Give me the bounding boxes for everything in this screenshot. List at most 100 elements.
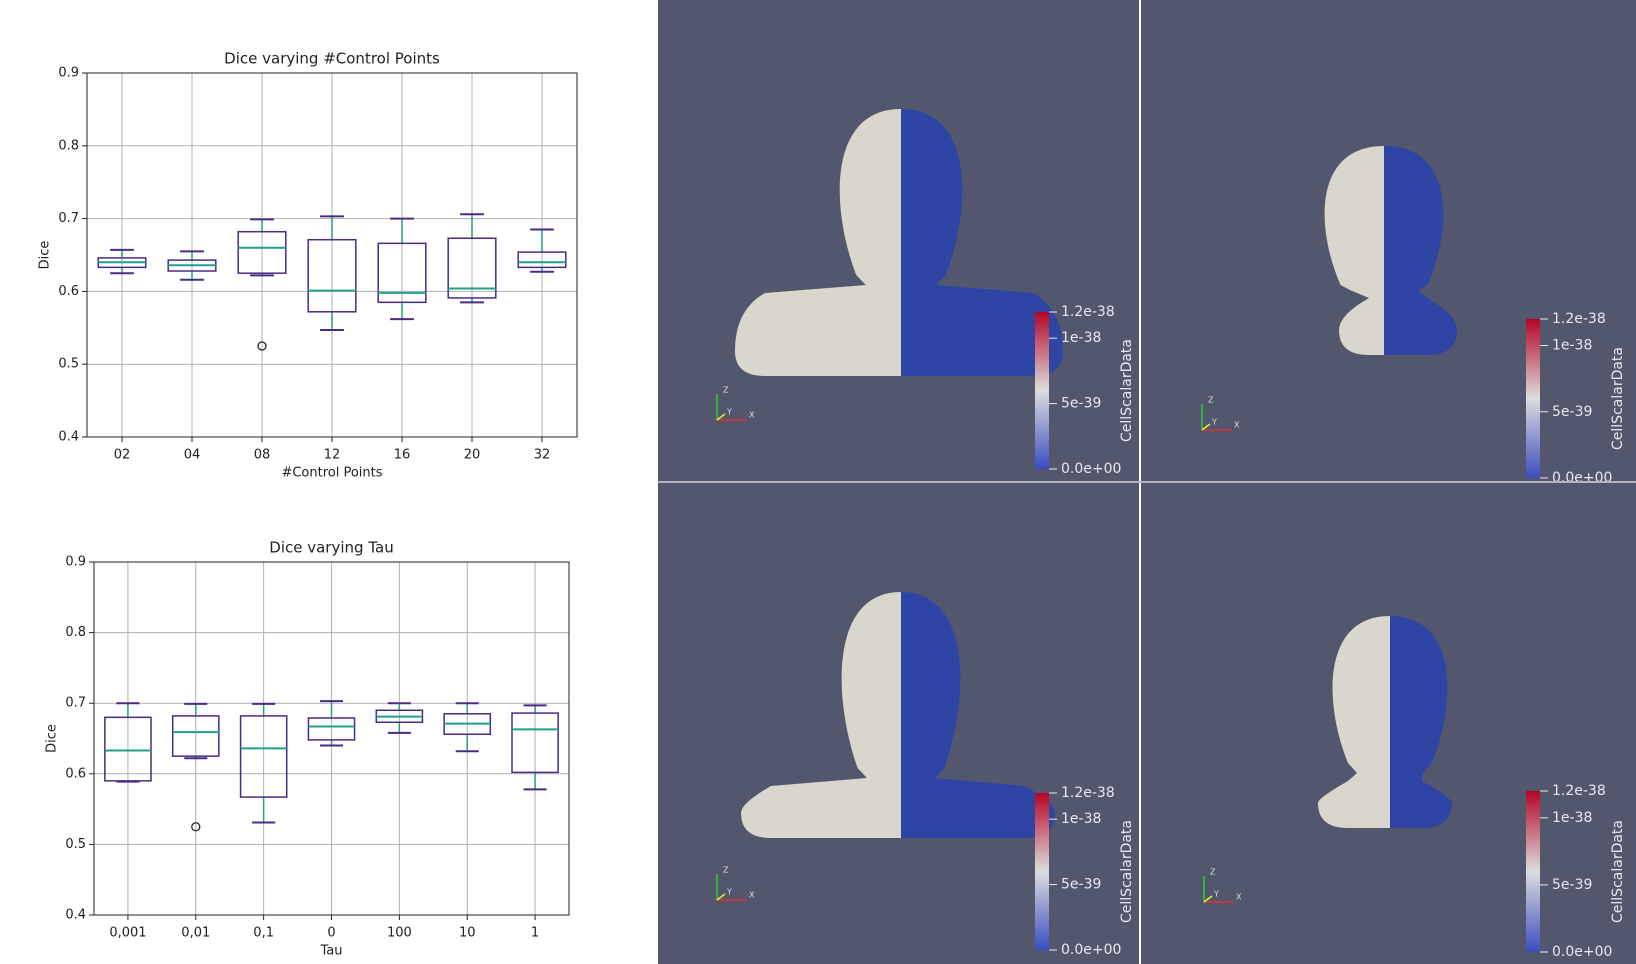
colorbar-tick-label: 1e-38 [1552,810,1592,826]
triad-label: Y [726,408,732,417]
x-tick-label: 16 [394,448,411,463]
x-tick-label: 0,01 [181,926,210,941]
triad-label: X [1234,421,1240,430]
surface-right [1390,616,1452,828]
triad-label: Z [1208,396,1214,405]
triad-axis [1201,423,1211,431]
box-chart: 0.4 0.5 0.6 0.7 0.8 0.9 0,001 0,01 0,1 0 100 10 1 Dic… [45,539,570,959]
colorbar-tick-label: 1e-38 [1061,811,1101,827]
colorbar-tick-label: 1.2e-38 [1061,785,1115,801]
box [517,251,567,269]
chart-title: Dice varying Tau [269,539,393,557]
box [377,242,427,304]
plot-frame [93,561,570,916]
colorbar-tick-label: 1e-38 [1552,338,1592,354]
x-tick-label: 0,001 [109,926,146,941]
colorbar-tick-label: 5e-39 [1061,396,1101,412]
x-tick-label: 02 [114,448,131,463]
box [307,717,356,741]
triad-label: Z [723,866,729,875]
y-tick-label: 0.9 [65,555,86,570]
box [171,715,220,757]
y-tick-label: 0.7 [65,696,86,711]
colorbar-tick-label: 0.0e+00 [1061,942,1121,958]
colorbar-tick-label: 1.2e-38 [1552,783,1606,799]
triad-axis [1203,895,1213,903]
x-tick-label: 04 [184,448,201,463]
colorbar-tick-label: 1e-38 [1061,330,1101,346]
colorbar-ramp [1526,791,1540,952]
outlier [191,822,201,832]
triad-label: X [749,891,755,900]
surface-left [735,109,901,376]
colorbar-tick-label: 0.0e+00 [1061,461,1121,477]
y-tick-label: 0.9 [58,66,79,81]
box-chart: 0.4 0.5 0.6 0.7 0.8 0.9 02 04 08 12 16 20 32 Dice var… [38,50,578,481]
render-view: Z Y X 0.0e+00 5e-39 1e-38 1.2e-38 CellScalarDat… [658,0,1139,481]
colorbar-tick-label: 1.2e-38 [1061,304,1115,320]
triad-label: X [749,411,755,420]
render-view: ZY X0.0e+005e-391e-381.2e-38CellScalarDat… [1141,483,1636,964]
colorbar-title: CellScalarData [1119,339,1135,442]
colorbar-ramp [1035,793,1049,950]
x-tick-label: 1 [531,926,539,941]
x-tick-label: 12 [324,448,341,463]
surface-left [1318,616,1390,828]
x-tick-label: 0,1 [253,926,274,941]
y-tick-label: 0.4 [65,908,86,923]
box [511,712,559,774]
surface-right [901,109,1063,376]
triad-label: Z [1210,868,1216,877]
triad-axis [716,413,726,421]
y-tick-label: 0.5 [58,357,79,372]
colorbar-ramp [1035,312,1049,469]
y-tick-label: 0.8 [58,138,79,153]
colorbar-tick-label: 5e-39 [1552,404,1592,420]
box [447,237,497,299]
render-view: Z Y X 0.0e+00 5e-39 1e-38 1.2e-38 CellScalarDat… [658,483,1139,964]
surface-right [901,592,1055,838]
triad-label: Z [723,386,729,395]
y-tick-label: 0.7 [58,211,79,226]
y-tick-label: 0.4 [58,430,79,445]
colorbar-ramp [1526,319,1540,478]
triad-label: X [1236,893,1242,902]
colorbar-title: CellScalarData [1610,347,1626,450]
box [237,230,287,274]
colorbar-title: CellScalarData [1119,820,1135,923]
colorbar-tick-label: 5e-39 [1552,877,1592,893]
triad-axis [716,893,726,901]
x-axis-label: Tau [320,944,343,959]
box [239,715,288,798]
y-tick-label: 0.8 [65,625,86,640]
colorbar-tick-label: 0.0e+00 [1552,944,1612,960]
triad-label: Y [1211,418,1217,427]
x-tick-label: 0 [327,926,335,941]
box [104,716,152,782]
y-axis-label: Dice [38,241,53,270]
y-axis-label: Dice [45,724,60,753]
render-view: ZY X0.0e+005e-391e-381.2e-38CellScalarDat… [1141,0,1636,486]
y-tick-label: 0.6 [65,766,86,781]
y-tick-label: 0.5 [65,837,86,852]
triad-label: Y [1213,890,1219,899]
colorbar: 0.0e+00 5e-39 1e-38 1.2e-38 CellScalarData [1035,304,1135,477]
colorbar: 0.0e+00 5e-39 1e-38 1.2e-38 CellScalarData [1035,785,1135,958]
x-tick-label: 08 [254,448,271,463]
x-tick-label: 100 [387,926,412,941]
colorbar-tick-label: 5e-39 [1061,877,1101,893]
x-axis-label: #Control Points [281,466,382,481]
surface-left [741,592,901,838]
surface-left [1324,146,1384,355]
y-tick-label: 0.6 [58,284,79,299]
plot-frame [86,72,578,438]
surface-right [1384,146,1457,355]
outlier [257,341,267,351]
box [307,238,357,313]
x-tick-label: 10 [459,926,476,941]
colorbar-tick-label: 1.2e-38 [1552,311,1606,327]
triad-label: Y [726,888,732,897]
